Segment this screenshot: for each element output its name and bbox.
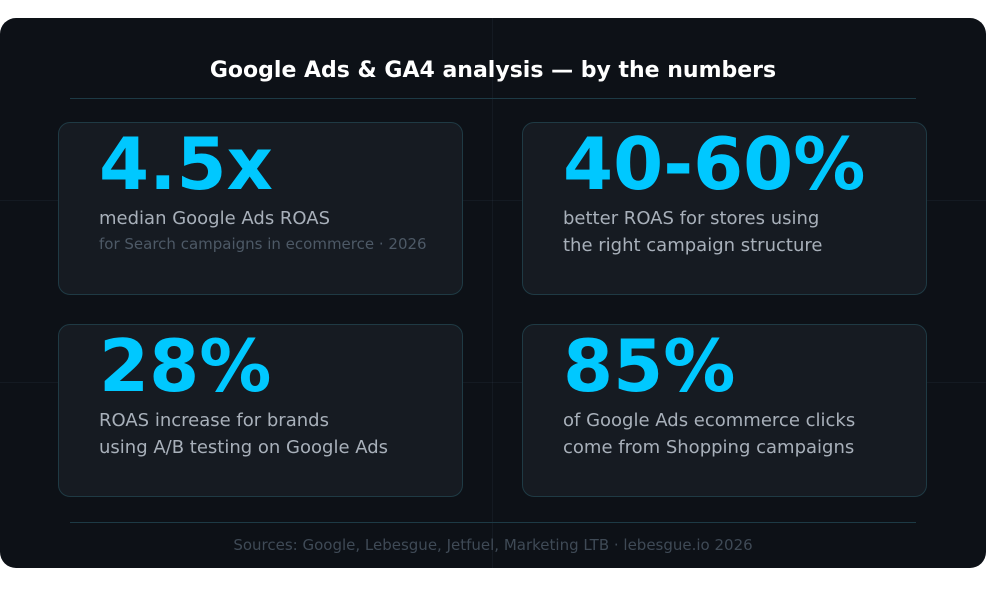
stat-description-line: of Google Ads ecommerce clicks bbox=[563, 410, 856, 431]
stat-description-line: median Google Ads ROAS bbox=[99, 208, 331, 229]
stat-description-line: ROAS increase for brands bbox=[99, 410, 329, 431]
stat-description: of Google Ads ecommerce clicks come from… bbox=[563, 407, 855, 461]
stat-tile-shopping: 85% of Google Ads ecommerce clicks come … bbox=[522, 324, 927, 497]
stat-description-line: better ROAS for stores using bbox=[563, 208, 820, 229]
stat-note: for Search campaigns in ecommerce · 2026 bbox=[99, 235, 427, 253]
page-title: Google Ads & GA4 analysis — by the numbe… bbox=[209, 58, 777, 83]
title-divider bbox=[70, 98, 916, 99]
grid-line-horizontal bbox=[0, 382, 986, 383]
stat-tile-roas: 4.5x median Google Ads ROAS for Search c… bbox=[58, 122, 463, 295]
stat-description: ROAS increase for brands using A/B testi… bbox=[99, 407, 388, 461]
grid-line-horizontal bbox=[0, 200, 986, 201]
stat-tile-structure: 40-60% better ROAS for stores using the … bbox=[522, 122, 927, 295]
stat-description: better ROAS for stores using the right c… bbox=[563, 205, 822, 259]
infographic-card: Google Ads & GA4 analysis — by the numbe… bbox=[0, 18, 986, 568]
footer-divider bbox=[70, 522, 916, 523]
stat-description-line: the right campaign structure bbox=[563, 235, 823, 256]
stat-description-line: come from Shopping campaigns bbox=[563, 437, 855, 458]
stat-value: 40-60% bbox=[563, 122, 866, 206]
sources-footer: Sources: Google, Lebesgue, Jetfuel, Mark… bbox=[233, 536, 753, 554]
stat-tile-ab-testing: 28% ROAS increase for brands using A/B t… bbox=[58, 324, 463, 497]
stat-value: 4.5x bbox=[99, 122, 273, 206]
stat-value: 28% bbox=[99, 324, 272, 408]
stat-value: 85% bbox=[563, 324, 736, 408]
stat-description: median Google Ads ROAS bbox=[99, 205, 330, 232]
stat-description-line: using A/B testing on Google Ads bbox=[99, 437, 389, 458]
grid-line-vertical bbox=[492, 18, 493, 568]
